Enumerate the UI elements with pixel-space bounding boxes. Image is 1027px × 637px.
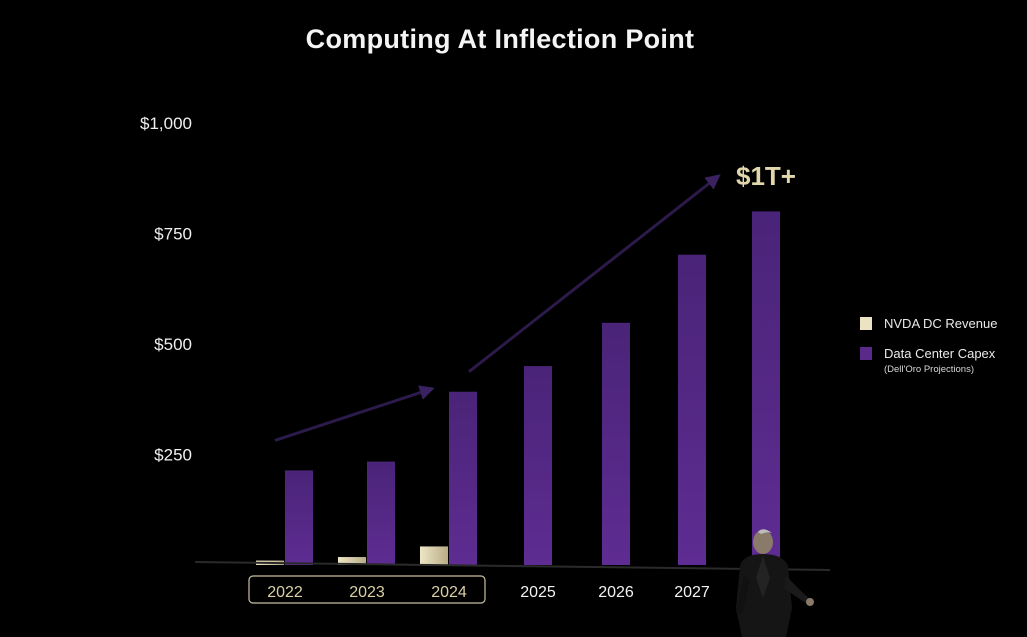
legend-item-capex: Data Center Capex (860, 342, 997, 364)
legend: NVDA DC Revenue Data Center Capex (Dell'… (860, 312, 997, 375)
x-axis-line (194, 561, 831, 571)
bar-capex-2025 (524, 366, 552, 565)
legend-item-revenue: NVDA DC Revenue (860, 312, 997, 334)
bar-revenue-2024 (420, 546, 448, 565)
x-tick-label: 2022 (267, 584, 303, 601)
x-tick-label: 2026 (598, 584, 634, 601)
y-tick-label: $750 (154, 225, 192, 244)
bar-capex-2028 (752, 211, 780, 565)
presenter-figure (736, 529, 814, 637)
historical-years-box (248, 575, 486, 604)
legend-swatch-revenue (860, 316, 872, 330)
bar-capex-2022 (285, 470, 313, 565)
trend-arrow-projection (468, 174, 721, 373)
legend-note: (Dell'Oro Projections) (884, 364, 974, 375)
trend-arrow-historical (274, 385, 435, 442)
legend-label-capex: Data Center Capex (884, 345, 996, 361)
chart-title: Computing At Inflection Point (305, 24, 695, 54)
bar-capex-2026 (602, 322, 630, 565)
trillion-annotation: $1T+ (736, 161, 796, 191)
x-tick-label: 2025 (520, 584, 556, 601)
x-tick-label: 2027 (674, 584, 710, 601)
bar-revenue-2023 (338, 557, 366, 565)
bar-capex-2024 (449, 391, 477, 565)
y-tick-label: $250 (154, 446, 192, 465)
bar-capex-2027 (678, 254, 706, 565)
legend-label-revenue: NVDA DC Revenue (884, 315, 998, 331)
bar-capex-2023 (367, 461, 395, 565)
x-tick-label: 2024 (431, 584, 467, 601)
x-tick-label: 2023 (349, 584, 385, 601)
legend-swatch-capex (860, 346, 872, 360)
y-tick-label: $500 (154, 335, 192, 354)
y-tick-label: $1,000 (140, 114, 192, 133)
